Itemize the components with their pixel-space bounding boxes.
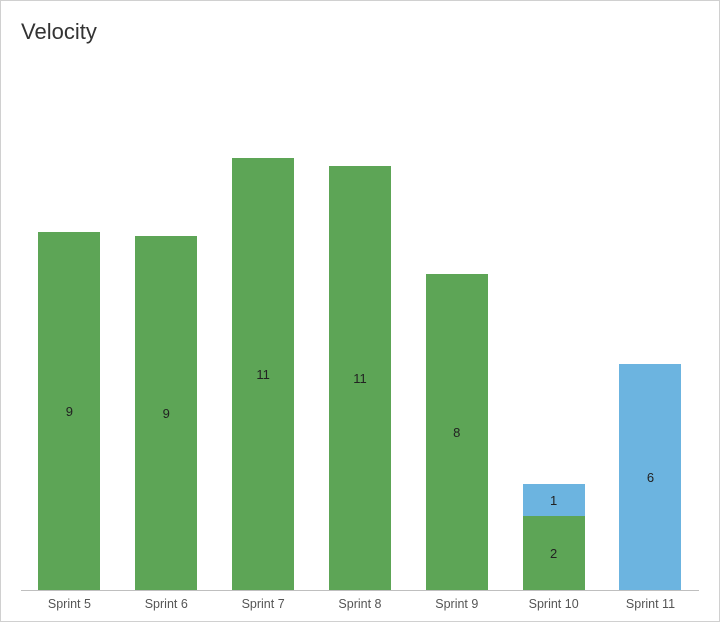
- bar-segment: 11: [232, 158, 294, 590]
- bar-group: 12: [523, 484, 585, 590]
- bar-group: 11: [232, 158, 294, 590]
- bar-group: 8: [426, 274, 488, 590]
- bar-group: 9: [38, 232, 100, 590]
- bar-segment: 6: [619, 364, 681, 590]
- x-axis-label: Sprint 6: [135, 597, 197, 611]
- chart-title: Velocity: [21, 19, 699, 45]
- bar-segment: 9: [135, 236, 197, 590]
- bar-group: 11: [329, 166, 391, 590]
- bar-segment: 8: [426, 274, 488, 590]
- bar-segment: 1: [523, 484, 585, 516]
- velocity-chart: Velocity 9911118126 Sprint 5Sprint 6Spri…: [0, 0, 720, 622]
- x-axis-label: Sprint 10: [523, 597, 585, 611]
- bar-group: 9: [135, 236, 197, 590]
- bars-row: 9911118126: [21, 53, 699, 590]
- bar-segment: 11: [329, 166, 391, 590]
- x-axis: Sprint 5 Sprint 6 Sprint 7 Sprint 8 Sprint 9…: [21, 591, 699, 611]
- x-axis-label: Sprint 11: [619, 597, 681, 611]
- plot-area: 9911118126: [21, 53, 699, 591]
- x-axis-label: Sprint 9: [426, 597, 488, 611]
- x-axis-label: Sprint 5: [38, 597, 100, 611]
- bar-segment: 9: [38, 232, 100, 590]
- bar-group: 6: [619, 364, 681, 590]
- x-axis-label: Sprint 7: [232, 597, 294, 611]
- bar-segment: 2: [523, 516, 585, 590]
- x-axis-label: Sprint 8: [329, 597, 391, 611]
